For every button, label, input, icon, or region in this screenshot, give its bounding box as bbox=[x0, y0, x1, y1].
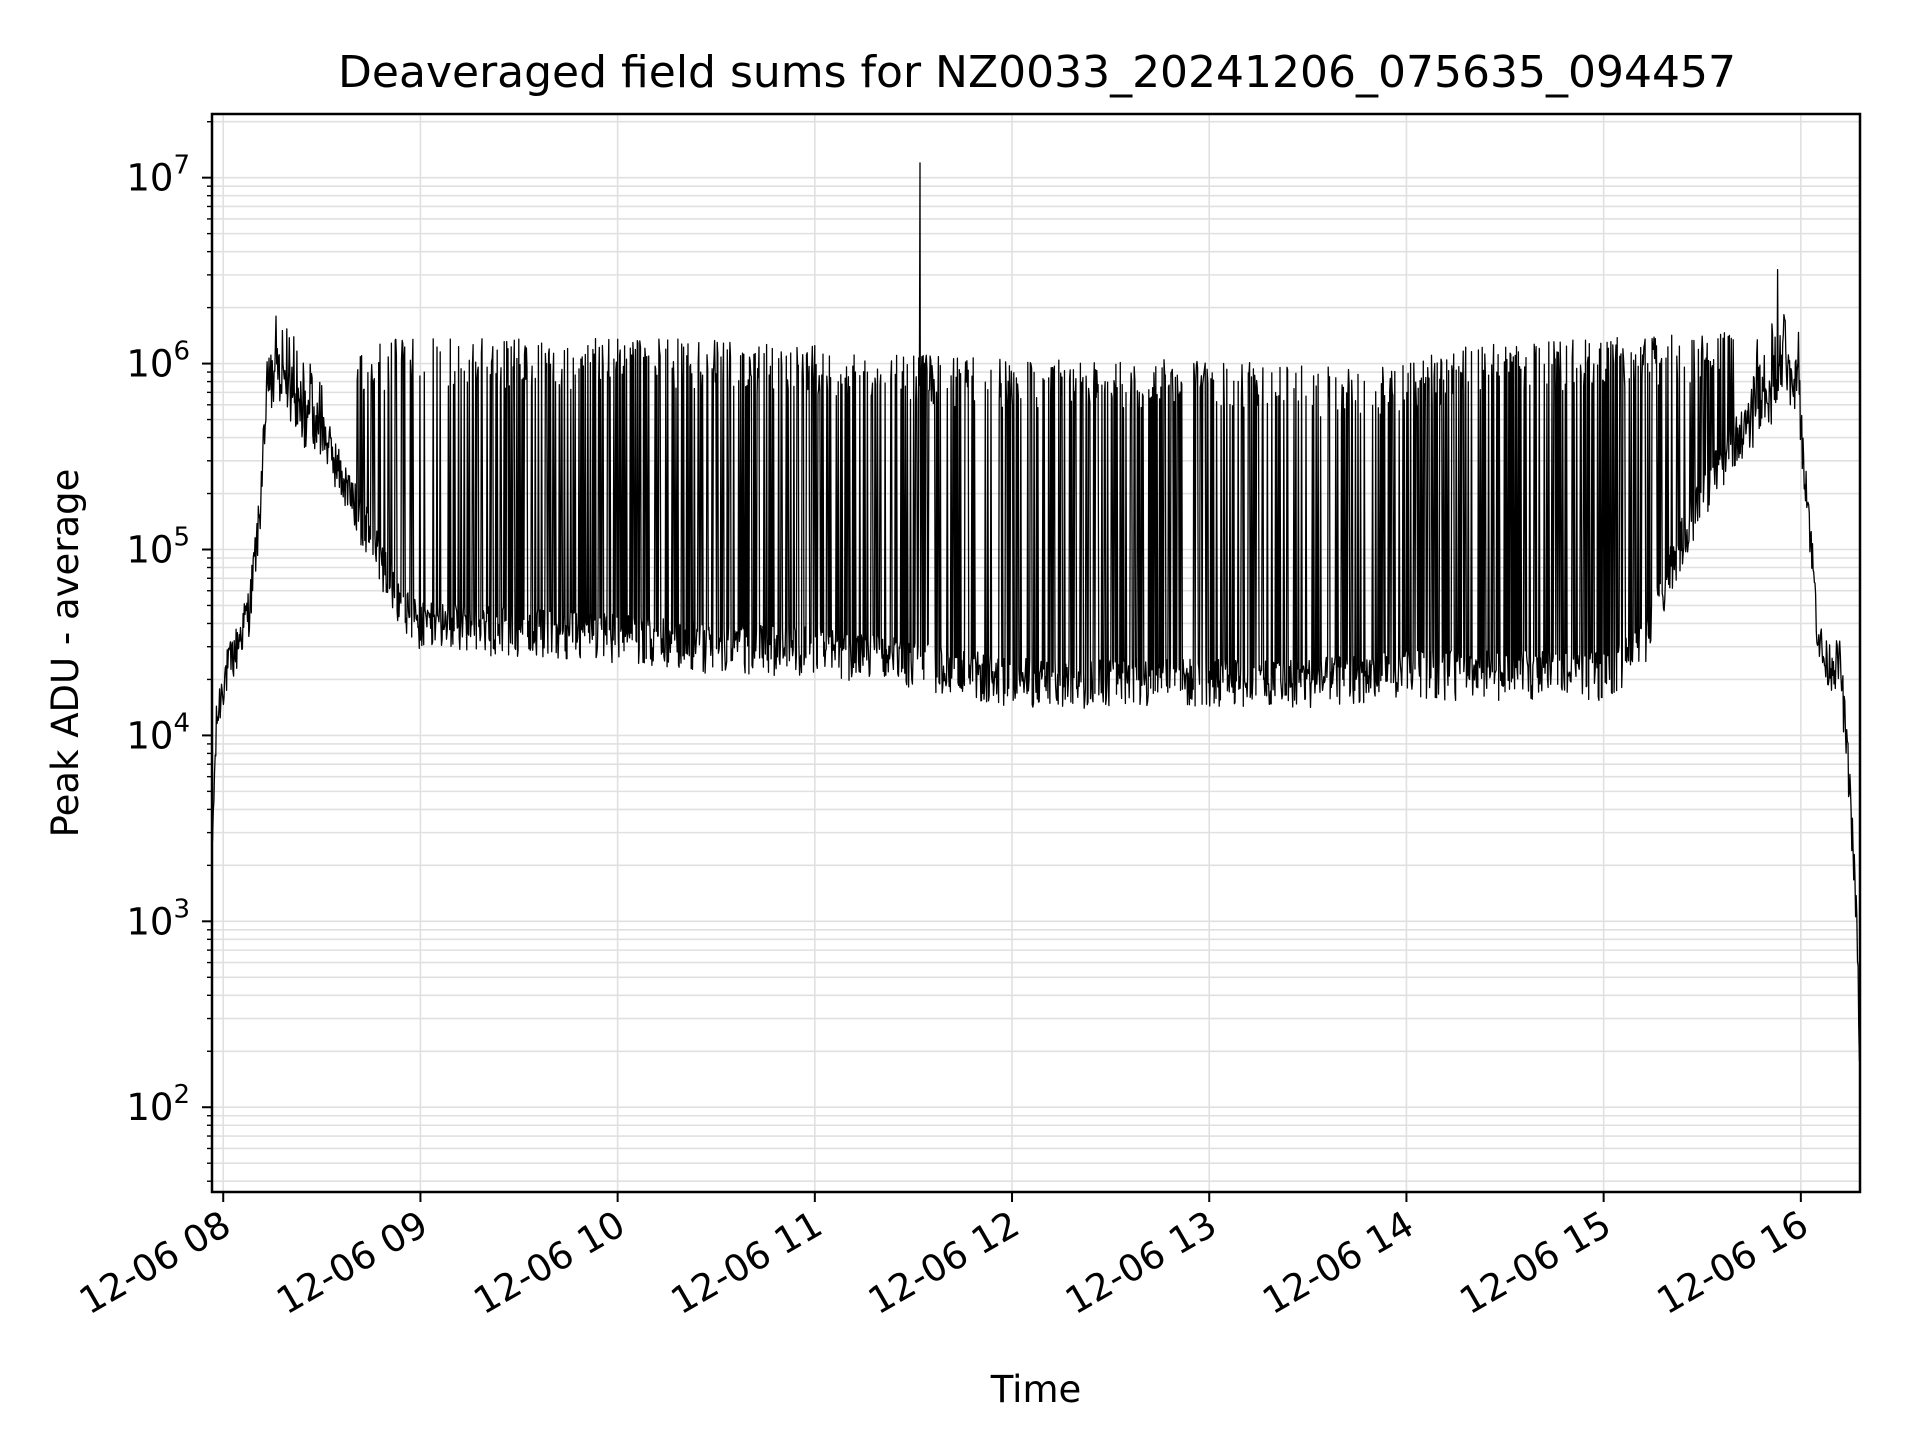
x-tick-label: 12-06 10 bbox=[467, 1203, 633, 1323]
x-tick-label: 12-06 12 bbox=[861, 1203, 1027, 1323]
x-tick-label: 12-06 16 bbox=[1650, 1203, 1816, 1323]
series-area bbox=[211, 162, 1861, 1063]
x-tick-label: 12-06 15 bbox=[1453, 1203, 1619, 1323]
x-axis: 12-06 08 12-06 09 12-06 10 12-06 11 12-06 12… bbox=[72, 1192, 1815, 1323]
y-tick-label: 102 bbox=[126, 1080, 190, 1129]
y-axis: 102 103 104 105 106 107 bbox=[126, 120, 212, 1182]
y-axis-label: Peak ADU - average bbox=[44, 469, 87, 838]
x-tick-label: 12-06 09 bbox=[269, 1203, 435, 1323]
y-tick-label: 106 bbox=[126, 337, 190, 386]
y-tick-label: 105 bbox=[126, 522, 190, 571]
series-line bbox=[211, 162, 1861, 1063]
chart-title: Deaveraged field sums for NZ0033_2024120… bbox=[338, 47, 1736, 98]
x-tick-label: 12-06 13 bbox=[1058, 1203, 1224, 1323]
x-tick-label: 12-06 08 bbox=[72, 1203, 238, 1323]
y-tick-label: 107 bbox=[126, 151, 190, 200]
x-tick-label: 12-06 14 bbox=[1255, 1203, 1421, 1323]
x-axis-label: Time bbox=[990, 1368, 1082, 1411]
x-tick-label: 12-06 11 bbox=[664, 1203, 830, 1323]
y-tick-label: 103 bbox=[126, 894, 190, 943]
y-tick-label: 104 bbox=[126, 708, 190, 757]
plot-frame bbox=[210, 112, 1862, 1194]
